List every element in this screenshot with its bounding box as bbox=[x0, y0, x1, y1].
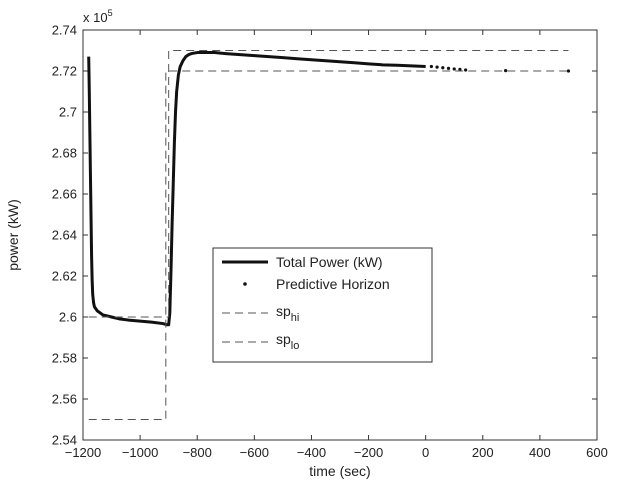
y-tick-label: 2.54 bbox=[52, 433, 77, 448]
x-tick-label: −400 bbox=[297, 445, 326, 460]
series-predictive-horizon-point bbox=[435, 65, 439, 69]
legend-sp-hi-label: sphi bbox=[276, 303, 299, 324]
x-tick-label: −1200 bbox=[65, 445, 102, 460]
series-predictive-horizon-point bbox=[504, 68, 508, 73]
series-predictive-horizon-point bbox=[458, 67, 462, 71]
series-predictive-horizon-point bbox=[429, 64, 433, 69]
series-predictive-horizon-point bbox=[452, 67, 456, 71]
x-tick-label: −200 bbox=[354, 445, 383, 460]
y-tick-label: 2.56 bbox=[52, 392, 77, 407]
y-tick-label: 2.62 bbox=[52, 269, 77, 284]
series-sp-hi-line bbox=[88, 50, 569, 318]
plot-frame bbox=[82, 29, 598, 441]
series-predictive-horizon-point bbox=[441, 66, 445, 70]
x-tick-label: 0 bbox=[422, 445, 429, 460]
y-tick-label: 2.7 bbox=[59, 105, 77, 120]
y-tick-label: 2.6 bbox=[59, 310, 77, 325]
y-tick-label: 2.58 bbox=[52, 351, 77, 366]
y-axis-label: power (kW) bbox=[5, 199, 21, 271]
y-multiplier-label: x 105 bbox=[83, 8, 113, 25]
x-tick-label: −800 bbox=[183, 445, 212, 460]
x-tick-label: 600 bbox=[586, 445, 608, 460]
legend-predictive-swatch bbox=[243, 282, 247, 286]
legend-sp-lo-label: splo bbox=[276, 331, 299, 352]
x-tick-label: 200 bbox=[472, 445, 494, 460]
y-tick-label: 2.74 bbox=[52, 23, 77, 38]
x-tick-label: −1000 bbox=[122, 445, 159, 460]
series-predictive-horizon-point bbox=[566, 69, 571, 73]
x-axis-label: time (sec) bbox=[309, 463, 370, 479]
y-tick-label: 2.72 bbox=[52, 64, 77, 79]
series-predictive-horizon-point bbox=[446, 66, 451, 70]
legend-total-label: Total Power (kW) bbox=[276, 254, 383, 270]
y-tick-label: 2.68 bbox=[52, 146, 77, 161]
series-sp-lo-line bbox=[88, 70, 569, 420]
axis-ticks: −1200 −1000 −800 −600 −400 −200 0 200 400 600 2.54… bbox=[52, 23, 608, 461]
x-tick-label: −600 bbox=[240, 445, 269, 460]
y-tick-label: 2.64 bbox=[52, 228, 77, 243]
series-layer bbox=[87, 50, 571, 420]
series-predictive-horizon-point bbox=[464, 68, 468, 72]
legend: Total Power (kW) Predictive Horizon sphi… bbox=[212, 247, 433, 363]
y-tick-label: 2.66 bbox=[52, 187, 77, 202]
x-tick-label: 400 bbox=[529, 445, 551, 460]
legend-box bbox=[212, 247, 433, 363]
legend-predictive-label: Predictive Horizon bbox=[276, 276, 390, 292]
series-total-power-kw-line bbox=[87, 51, 426, 327]
